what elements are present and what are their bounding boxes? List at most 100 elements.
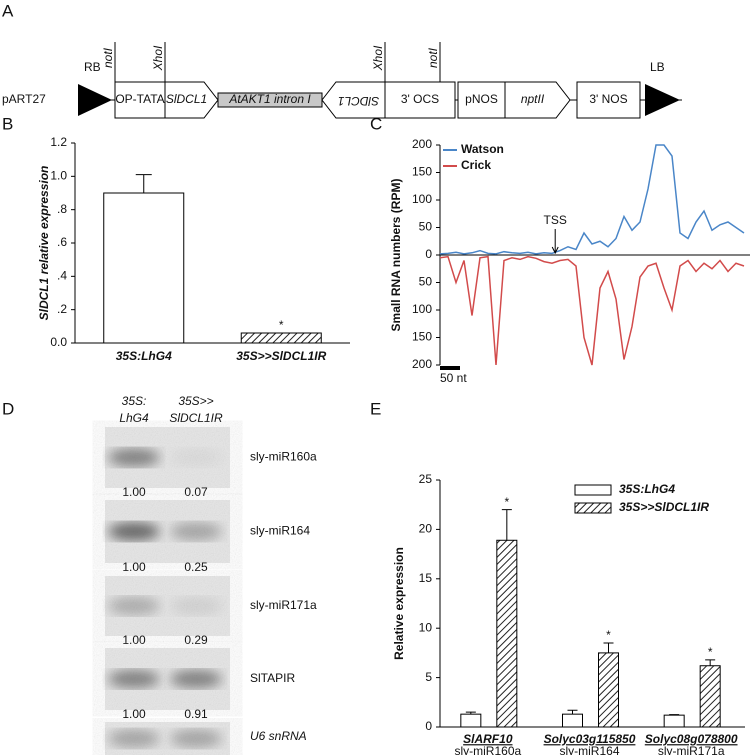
column-header: LhG4 bbox=[119, 411, 149, 425]
element-label: nptII bbox=[521, 92, 545, 106]
bar bbox=[562, 713, 583, 728]
band-value: 1.00 bbox=[122, 560, 146, 574]
series-line bbox=[439, 255, 745, 366]
blot-band bbox=[108, 522, 160, 541]
y-tick-label: 200 bbox=[412, 357, 432, 371]
construct-element bbox=[217, 92, 323, 108]
band-value: 1.00 bbox=[122, 485, 146, 499]
border-triangle bbox=[78, 84, 112, 116]
y-tick-label: 150 bbox=[412, 330, 432, 344]
element-label: SlDCL1 bbox=[166, 92, 207, 106]
bar bbox=[240, 332, 322, 344]
bar bbox=[103, 192, 185, 344]
panel-label: A bbox=[2, 1, 14, 20]
bar bbox=[699, 665, 721, 728]
column-header: 35S>> bbox=[178, 394, 213, 408]
y-tick-label: .4 bbox=[57, 269, 67, 283]
annotation: TSS bbox=[544, 213, 567, 227]
column-header: SlDCL1IR bbox=[169, 411, 223, 425]
legend-label: Watson bbox=[461, 142, 504, 156]
error-bar bbox=[465, 711, 476, 715]
element-label: AtAKT1 intron I bbox=[228, 92, 311, 106]
legend-swatch bbox=[574, 484, 612, 496]
error-bar bbox=[603, 642, 614, 653]
y-tick-label: 15 bbox=[419, 571, 433, 585]
category-sublabel: sly-miR160a bbox=[454, 744, 521, 755]
y-axis-label: Relative expression bbox=[392, 547, 406, 660]
y-tick-label: 0.0 bbox=[50, 335, 67, 349]
site-label: XhoI bbox=[151, 45, 165, 71]
probe-label: sly-miR171a bbox=[250, 598, 317, 612]
y-tick-label: 0 bbox=[425, 719, 432, 733]
y-axis-label: SlDCL1 relative expression bbox=[37, 166, 51, 321]
legend-label: 35S:LhG4 bbox=[619, 482, 675, 496]
element-label: pNOS bbox=[465, 92, 498, 106]
error-bar bbox=[567, 709, 578, 715]
y-tick-label: 0 bbox=[425, 247, 432, 261]
band-value: 0.25 bbox=[184, 560, 208, 574]
border-triangle bbox=[645, 84, 680, 116]
y-tick-label: 1.0 bbox=[50, 169, 67, 183]
probe-label: sly-miR164 bbox=[250, 524, 310, 538]
panel-label: D bbox=[2, 399, 14, 418]
element-label: OP-TATA bbox=[115, 92, 164, 106]
y-tick-label: 5 bbox=[425, 670, 432, 684]
element-label: 3' NOS bbox=[589, 92, 627, 106]
blot-band bbox=[170, 597, 222, 615]
y-tick-label: 150 bbox=[412, 165, 432, 179]
blot-band bbox=[108, 448, 160, 467]
site-label: notI bbox=[101, 47, 115, 68]
y-tick-label: 50 bbox=[419, 275, 433, 289]
significance: * bbox=[504, 495, 509, 509]
y-tick-label: 1.2 bbox=[50, 135, 67, 149]
legend-label: 35S>>SlDCL1IR bbox=[619, 500, 709, 514]
series-line bbox=[439, 144, 745, 255]
y-tick-label: 50 bbox=[419, 220, 433, 234]
bar bbox=[598, 652, 619, 728]
panel-label: E bbox=[370, 399, 381, 418]
probe-label: U6 snRNA bbox=[250, 729, 307, 743]
y-tick-label: 100 bbox=[412, 192, 432, 206]
probe-label: SlTAPIR bbox=[250, 671, 295, 685]
y-tick-label: 25 bbox=[419, 472, 433, 486]
band-value: 1.00 bbox=[122, 633, 146, 647]
legend-swatch bbox=[574, 502, 612, 514]
band-value: 1.00 bbox=[122, 707, 146, 721]
y-tick-label: 10 bbox=[419, 620, 433, 634]
bar bbox=[496, 539, 518, 728]
blot-band bbox=[170, 729, 222, 748]
y-tick-label: 100 bbox=[412, 302, 432, 316]
category-sublabel: sly-miR164 bbox=[559, 744, 619, 755]
vector-label: pART27 bbox=[2, 92, 46, 106]
legend-label: Crick bbox=[461, 158, 491, 172]
bar bbox=[663, 714, 685, 728]
category-label: Solyc08g078800 bbox=[645, 732, 738, 746]
site-label: XhoI bbox=[371, 45, 385, 71]
column-header: 35S: bbox=[122, 394, 147, 408]
border-label: RB bbox=[84, 60, 101, 74]
blot-band bbox=[170, 670, 222, 688]
panel-label: B bbox=[2, 114, 13, 133]
y-tick-label: 20 bbox=[419, 522, 433, 536]
blot-band bbox=[170, 448, 222, 467]
site-label: notI bbox=[426, 47, 440, 68]
construct-element bbox=[504, 81, 571, 119]
band-value: 0.07 bbox=[184, 485, 208, 499]
category-sublabel: sly-miR171a bbox=[658, 744, 725, 755]
category-label: 35S:LhG4 bbox=[116, 349, 172, 363]
probe-label: sly-miR160a bbox=[250, 450, 317, 464]
y-axis-label: Small RNA numbers (RPM) bbox=[389, 179, 403, 332]
element-label: SlDCL1 bbox=[338, 94, 379, 108]
category-label: Solyc03g115850 bbox=[544, 732, 636, 746]
significance: * bbox=[708, 645, 713, 659]
border-label: LB bbox=[650, 60, 665, 74]
scale-bar-label: 50 nt bbox=[440, 371, 467, 385]
band-value: 0.91 bbox=[184, 707, 208, 721]
error-bar bbox=[705, 659, 716, 666]
significance: * bbox=[606, 628, 611, 642]
panel-label: C bbox=[370, 114, 382, 133]
y-tick-label: 200 bbox=[412, 137, 432, 151]
blot-band bbox=[170, 522, 222, 541]
construct-element bbox=[384, 81, 456, 119]
